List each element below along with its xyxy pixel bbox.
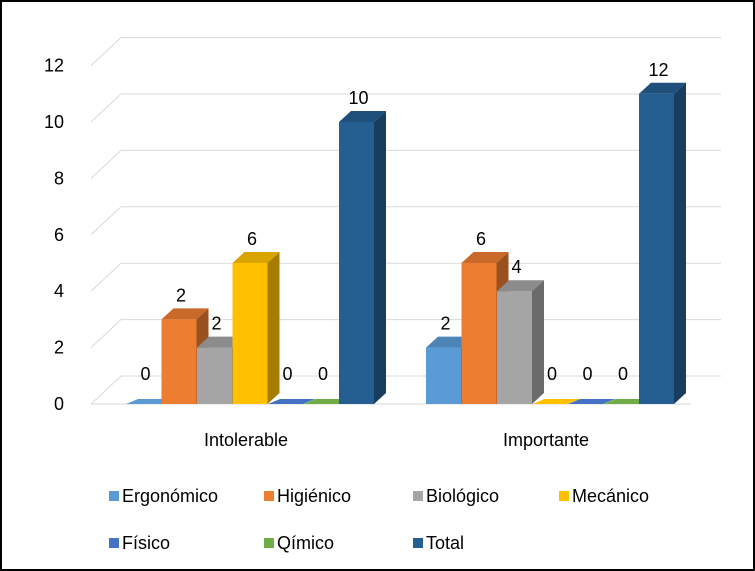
- bar: [532, 399, 580, 404]
- bar-top: [339, 111, 386, 122]
- data-label: 10: [348, 88, 368, 108]
- legend-label: Biológico: [426, 486, 499, 506]
- data-label: 6: [476, 229, 486, 249]
- y-tick-label: 0: [54, 394, 64, 414]
- y-tick-label: 10: [44, 112, 64, 132]
- legend-label: Mecánico: [572, 486, 649, 506]
- y-tick-label: 12: [44, 56, 64, 76]
- data-label: 0: [318, 364, 328, 384]
- bar: [497, 291, 532, 404]
- gridline-side: [90, 319, 122, 348]
- gridline-side: [90, 375, 122, 405]
- gridline-side: [90, 37, 122, 66]
- x-category-label: Importante: [503, 430, 589, 450]
- legend-swatch: [109, 491, 119, 501]
- bar: [303, 399, 351, 404]
- legend-label: Qímico: [277, 533, 334, 553]
- bar-top: [232, 252, 280, 263]
- legend-swatch: [559, 491, 569, 501]
- legend-swatch: [413, 491, 423, 501]
- y-tick-label: 2: [54, 338, 64, 358]
- bar-side: [532, 280, 544, 404]
- bar-top: [497, 280, 544, 292]
- legend-swatch: [413, 538, 423, 548]
- data-label: 2: [176, 285, 186, 305]
- data-label: 0: [547, 364, 557, 384]
- legend-swatch: [264, 491, 274, 501]
- gridline-side: [90, 262, 122, 292]
- bar: [197, 347, 232, 404]
- bar-top: [426, 336, 473, 348]
- data-label: 0: [140, 364, 150, 384]
- bar-side: [267, 252, 280, 404]
- bar-top: [197, 336, 244, 348]
- bar: [232, 263, 268, 404]
- bar: [568, 399, 615, 404]
- data-label: 0: [282, 364, 292, 384]
- bar: [603, 399, 651, 404]
- legend-label: Físico: [122, 533, 170, 553]
- bar: [339, 122, 374, 404]
- bar-side: [674, 82, 686, 405]
- bar-top: [161, 308, 209, 320]
- data-label: 2: [440, 314, 450, 334]
- gridline-side: [90, 93, 122, 123]
- bar: [639, 93, 674, 405]
- y-tick-label: 6: [54, 225, 64, 245]
- data-label: 2: [211, 314, 221, 334]
- bar: [268, 399, 315, 404]
- data-label: 0: [618, 364, 628, 384]
- data-label: 12: [648, 60, 668, 80]
- data-label: 6: [247, 229, 257, 249]
- data-label: 4: [511, 257, 521, 277]
- x-category-label: Intolerable: [204, 430, 288, 450]
- legend-swatch: [264, 538, 274, 548]
- bar-side: [374, 111, 386, 404]
- legend-label: Higiénico: [277, 486, 351, 506]
- bar: [426, 347, 461, 404]
- bar: [461, 263, 497, 404]
- gridline-side: [90, 206, 122, 236]
- bar-top: [461, 252, 509, 263]
- legend-swatch: [109, 538, 119, 548]
- bar-top: [639, 82, 686, 94]
- y-tick-label: 4: [54, 281, 64, 301]
- legend-label: Total: [426, 533, 464, 553]
- gridline-side: [90, 150, 122, 179]
- y-tick-label: 8: [54, 168, 64, 188]
- bar: [161, 319, 197, 404]
- legend-label: Ergonómico: [122, 486, 218, 506]
- data-label: 0: [582, 364, 592, 384]
- bar: [126, 399, 173, 404]
